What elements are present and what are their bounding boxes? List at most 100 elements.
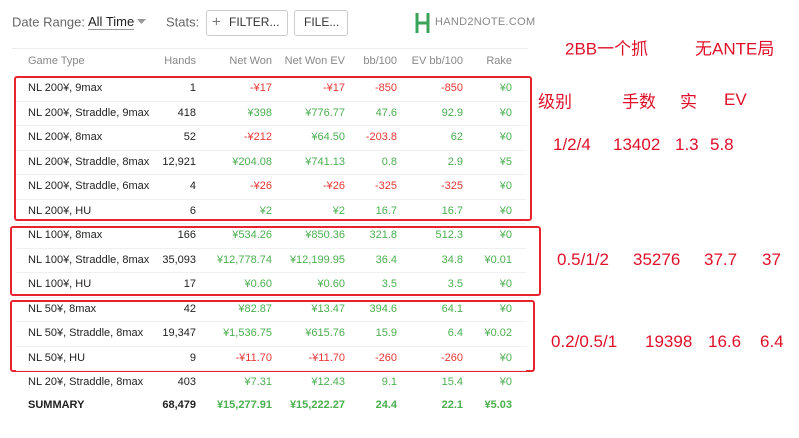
file-button[interactable] bbox=[294, 10, 348, 36]
annotation: 37 bbox=[762, 250, 781, 269]
cell: 47.6 bbox=[375, 106, 397, 119]
column-header: EV bb/100 bbox=[411, 55, 463, 67]
game-type: NL 50¥, HU bbox=[28, 351, 86, 364]
annotation: 级别 bbox=[538, 92, 572, 112]
cell: ¥534.26 bbox=[232, 229, 272, 241]
game-type: NL 20¥, Straddle, 8max bbox=[28, 376, 144, 388]
cell: -¥11.70 bbox=[308, 351, 346, 364]
cell: 6.4 bbox=[447, 327, 463, 339]
game-type: NL 200¥, Straddle, 8max bbox=[28, 155, 150, 168]
cell: ¥0 bbox=[499, 82, 512, 94]
cell: ¥0.60 bbox=[244, 278, 272, 290]
column-header: Rake bbox=[486, 55, 512, 67]
cell: 16.7 bbox=[375, 204, 397, 217]
column-header: bb/100 bbox=[363, 55, 397, 67]
game-type: NL 50¥, 8max bbox=[28, 302, 97, 315]
annotation: 手数 bbox=[622, 92, 656, 112]
cell: ¥741.13 bbox=[305, 155, 345, 168]
cell: 16.7 bbox=[441, 204, 463, 217]
column-header: Hands bbox=[164, 55, 196, 67]
row-separator bbox=[16, 321, 526, 322]
row-separator bbox=[16, 296, 526, 298]
cell: ¥0.60 bbox=[317, 278, 345, 290]
cell: 68,479 bbox=[162, 399, 196, 411]
row-separator bbox=[16, 223, 526, 224]
annotation: 19398 bbox=[645, 332, 693, 351]
stats-label: Stats: bbox=[166, 14, 200, 30]
cell: 394.6 bbox=[369, 302, 397, 315]
table-panel bbox=[12, 48, 528, 419]
cell: ¥12,199.95 bbox=[289, 253, 345, 266]
file-label[interactable]: FILE... bbox=[304, 15, 340, 29]
row-separator bbox=[16, 370, 526, 371]
cell: -¥26 bbox=[249, 180, 272, 192]
game-type: NL 200¥, HU bbox=[28, 204, 92, 217]
cell: 64.1 bbox=[441, 302, 463, 315]
cell: 15.4 bbox=[441, 376, 463, 388]
filter-label[interactable]: FILTER... bbox=[229, 15, 280, 29]
cell: -325 bbox=[374, 180, 397, 192]
game-type: NL 100¥, HU bbox=[28, 278, 92, 290]
highlight-box bbox=[14, 76, 532, 221]
cell: ¥0 bbox=[499, 302, 512, 315]
annotation: 13402 bbox=[613, 135, 661, 154]
cell: ¥13.47 bbox=[311, 302, 345, 315]
dropdown-arrow[interactable] bbox=[137, 18, 147, 26]
cell: ¥0 bbox=[499, 204, 512, 217]
cell: 34.8 bbox=[441, 253, 463, 266]
game-type: NL 200¥, Straddle, 9max bbox=[28, 106, 150, 119]
cell: ¥0 bbox=[499, 376, 512, 388]
game-type: NL 200¥, 9max bbox=[28, 82, 103, 94]
cell: -850 bbox=[374, 82, 397, 94]
annotation: EV bbox=[724, 90, 747, 109]
date-range-value[interactable]: All Time bbox=[88, 14, 135, 30]
plus-icon: + bbox=[212, 13, 221, 31]
game-type: NL 100¥, 8max bbox=[28, 229, 103, 241]
cell: ¥12.43 bbox=[311, 376, 345, 388]
cell: ¥0 bbox=[499, 180, 512, 192]
cell: ¥15,222.27 bbox=[289, 399, 345, 411]
cell: ¥2 bbox=[259, 204, 272, 217]
cell: ¥7.31 bbox=[244, 376, 272, 388]
game-type: NL 100¥, Straddle, 8max bbox=[28, 253, 150, 266]
cell: -¥11.70 bbox=[235, 351, 273, 364]
cell: ¥0 bbox=[499, 351, 512, 364]
row-separator bbox=[16, 247, 526, 249]
cell: 52 bbox=[183, 131, 196, 143]
cell: ¥615.76 bbox=[305, 327, 345, 339]
row-separator bbox=[16, 149, 526, 151]
cell: ¥5 bbox=[499, 155, 512, 168]
annotation: 37.7 bbox=[704, 250, 738, 269]
cell: -¥26 bbox=[322, 180, 345, 192]
column-header: Net Won bbox=[229, 55, 272, 67]
filter-button[interactable] bbox=[206, 10, 288, 36]
row-separator bbox=[16, 345, 526, 347]
annotation: 0.2/0.5/1 bbox=[551, 332, 618, 351]
game-type: NL 200¥, Straddle, 6max bbox=[28, 180, 150, 192]
cell: 92.9 bbox=[441, 106, 463, 119]
cell: 24.4 bbox=[375, 399, 397, 411]
cell: 9 bbox=[189, 351, 196, 364]
cell: ¥850.36 bbox=[305, 229, 345, 241]
cell: -325 bbox=[440, 180, 463, 192]
cell: ¥64.50 bbox=[311, 131, 345, 143]
cell: 19,347 bbox=[162, 327, 196, 339]
date-range-label: Date Range: bbox=[12, 14, 85, 30]
cell: 3.5 bbox=[381, 278, 397, 290]
cell: ¥15,277.91 bbox=[216, 399, 272, 411]
cell: ¥204.08 bbox=[232, 155, 272, 168]
cell: 9.1 bbox=[381, 376, 397, 388]
cell: -¥17 bbox=[322, 82, 345, 94]
row-separator bbox=[16, 174, 526, 175]
cell: ¥12,778.74 bbox=[216, 253, 272, 266]
cell: 166 bbox=[177, 229, 196, 241]
row-separator bbox=[16, 198, 526, 200]
cell: 62 bbox=[450, 131, 463, 143]
cell: 12,921 bbox=[162, 155, 196, 168]
logo-text: HAND2NOTE.COM bbox=[435, 16, 536, 28]
cell: 17 bbox=[183, 278, 196, 290]
annotation: 无ANTE局 bbox=[695, 39, 775, 59]
cell: 6 bbox=[189, 204, 196, 217]
cell: 321.8 bbox=[369, 229, 397, 241]
